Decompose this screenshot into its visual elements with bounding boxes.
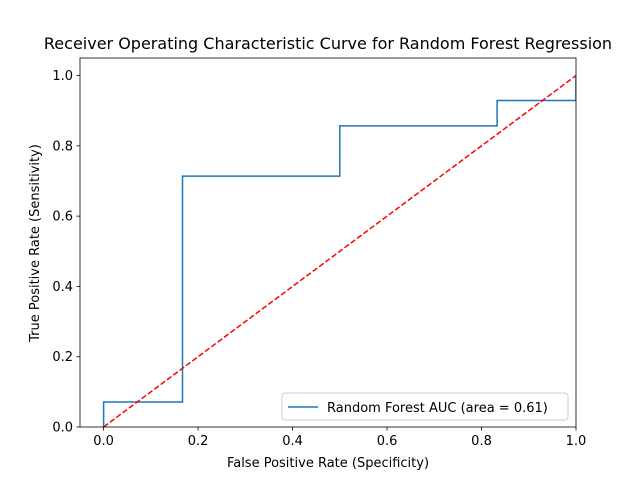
y-axis: 0.0 0.2 0.4 0.6 0.8 1.0 (52, 69, 80, 436)
y-tick-label: 0.0 (52, 421, 73, 436)
y-axis-label: True Positive Rate (Sensitivity) (28, 144, 43, 343)
x-axis: 0.0 0.2 0.4 0.6 0.8 1.0 (93, 427, 586, 449)
y-tick-label: 0.6 (52, 210, 73, 225)
x-tick-label: 0.6 (377, 434, 398, 449)
x-tick-label: 1.0 (566, 434, 587, 449)
y-tick-label: 1.0 (52, 69, 73, 84)
x-tick-label: 0.2 (188, 434, 209, 449)
plot-frame (79, 57, 577, 428)
y-tick-label: 0.2 (52, 350, 73, 365)
x-tick-label: 0.4 (282, 434, 303, 449)
legend: Random Forest AUC (area = 0.61) (281, 392, 569, 421)
x-tick-label: 0.0 (93, 434, 114, 449)
y-tick-label: 0.8 (52, 139, 73, 154)
plot-area (79, 57, 577, 428)
legend-label: Random Forest AUC (area = 0.61) (327, 401, 548, 416)
legend-box (281, 392, 569, 421)
x-tick-label: 0.8 (471, 434, 492, 449)
chart-title: Receiver Operating Characteristic Curve … (44, 34, 612, 53)
y-tick-label: 0.4 (52, 280, 73, 295)
roc-curve-line (102, 75, 576, 427)
chance-diagonal-line (103, 74, 576, 427)
x-axis-label: False Positive Rate (Specificity) (227, 456, 429, 471)
